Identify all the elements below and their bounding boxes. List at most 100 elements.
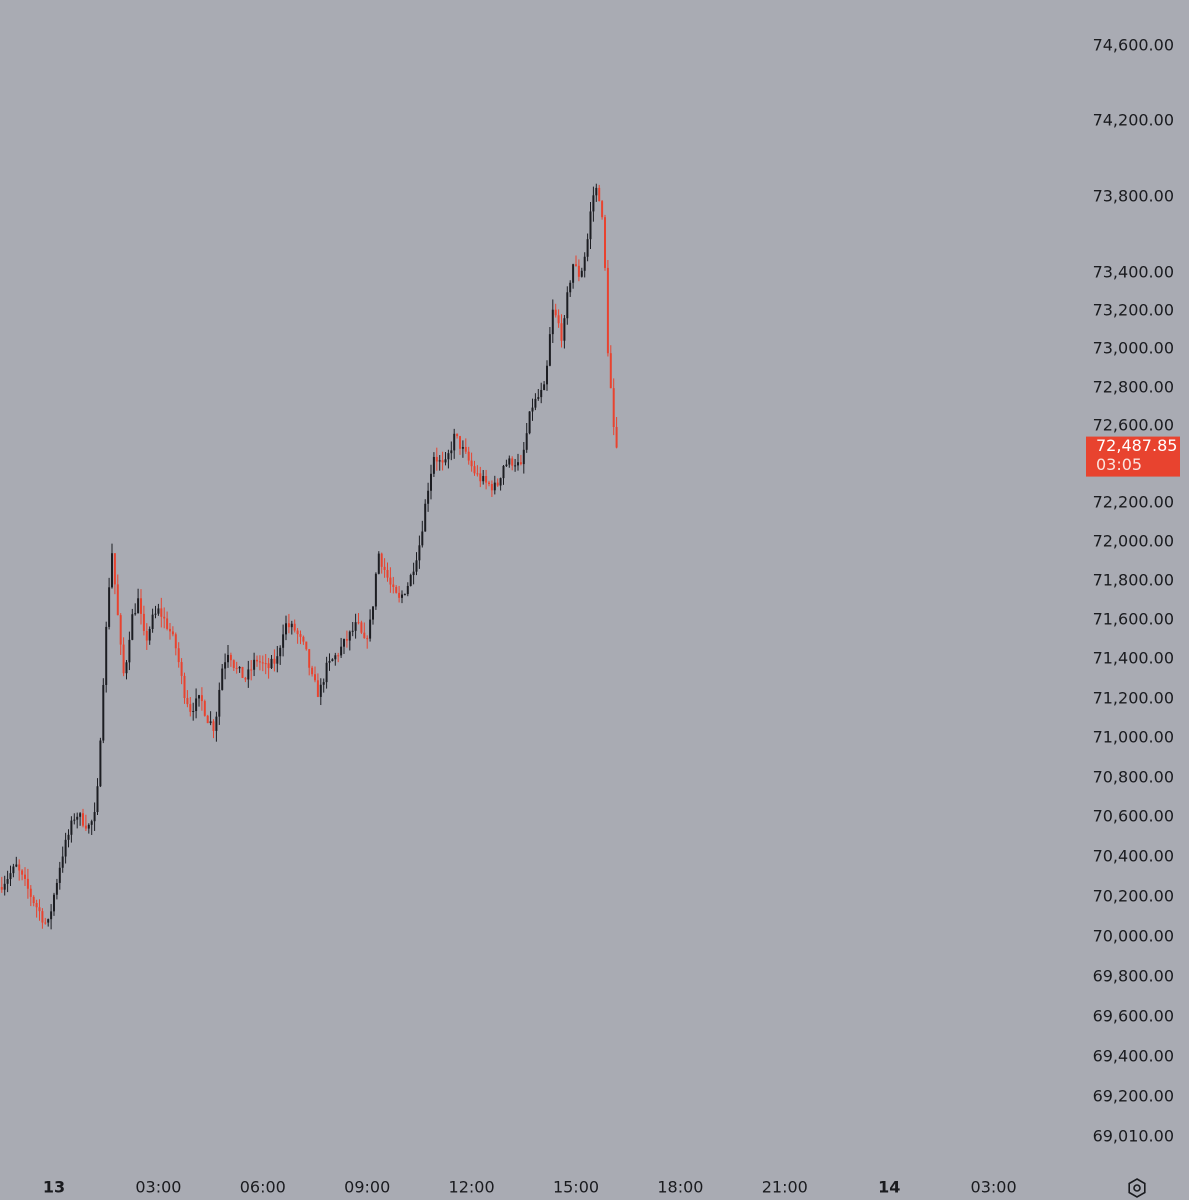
time-tick-label: 15:00	[553, 1178, 599, 1197]
candle-body	[508, 458, 511, 465]
candle-body	[108, 587, 111, 627]
candle-body	[360, 622, 363, 633]
candle-body	[554, 309, 557, 316]
candle-body	[372, 606, 374, 620]
candle-body	[125, 662, 128, 674]
candle-body	[195, 698, 198, 712]
candle-body	[302, 636, 305, 642]
candle-body	[290, 623, 293, 628]
candle-body	[279, 647, 282, 657]
candle-body	[244, 677, 247, 680]
candle-body	[270, 658, 273, 669]
candle-body	[154, 613, 157, 615]
candle-body	[189, 704, 192, 712]
candle-body	[606, 267, 609, 354]
candle-body	[111, 553, 113, 588]
hexagon-settings-icon[interactable]	[1128, 1178, 1146, 1198]
candle-body	[38, 907, 41, 912]
candle-body	[273, 658, 276, 664]
candle-body	[53, 894, 55, 912]
current-price-label: 72,487.85	[1096, 436, 1177, 455]
candle-body	[456, 433, 459, 437]
candle-body	[113, 553, 116, 585]
candle-body	[461, 446, 464, 449]
candle-body	[305, 641, 308, 650]
candle-body	[383, 566, 386, 570]
candle-body	[435, 456, 438, 462]
candle-body	[534, 398, 537, 408]
candle-body	[540, 389, 543, 398]
price-tick-label: 70,400.00	[1093, 847, 1174, 866]
candle-body	[493, 482, 496, 491]
time-axis[interactable]: 13 03:00 06:00 09:00 12:00 15:00 18:00 21:00 14 0…	[43, 1178, 1017, 1197]
candle-body	[64, 839, 67, 857]
candle-body	[340, 646, 343, 656]
candle-body	[546, 365, 548, 385]
time-tick-label: 18:00	[657, 1178, 703, 1197]
candle-body	[122, 644, 125, 674]
price-tick-label: 71,800.00	[1093, 571, 1174, 590]
candle-body	[218, 689, 221, 717]
price-tick-label: 71,200.00	[1093, 689, 1174, 708]
candle-body	[142, 613, 145, 631]
candle-body	[464, 446, 467, 452]
candle-body	[148, 628, 151, 641]
current-price-tag: 72,487.85 03:05	[1086, 436, 1180, 477]
candle-body	[308, 649, 311, 668]
candle-body	[212, 721, 215, 731]
candle-body	[401, 594, 403, 598]
candle-body	[354, 622, 357, 631]
candle-body	[514, 465, 517, 467]
candle-body	[322, 682, 325, 685]
candle-body	[73, 819, 76, 821]
candle-body	[296, 630, 299, 635]
candle-body	[473, 466, 476, 474]
candle-body	[418, 545, 421, 561]
candle-body	[79, 813, 82, 817]
candle-body	[131, 614, 134, 640]
candle-body	[200, 695, 203, 702]
candle-body	[229, 654, 232, 661]
candle-body	[569, 282, 572, 293]
candle-body	[41, 911, 44, 923]
candle-body	[369, 619, 372, 639]
candle-body	[424, 503, 427, 532]
candle-body	[253, 659, 256, 670]
candle-body	[609, 353, 612, 389]
price-tick-label: 73,800.00	[1093, 187, 1174, 206]
candle-body	[406, 585, 409, 595]
candle-body	[151, 614, 154, 629]
candle-body	[61, 856, 64, 868]
candle-body	[26, 878, 29, 889]
candle-body	[232, 660, 235, 668]
candle-body	[93, 812, 96, 822]
price-axis[interactable]: 74,600.00 74,200.00 73,800.00 73,400.00 73,2…	[1093, 36, 1174, 1146]
time-tick-label: 03:00	[971, 1178, 1017, 1197]
candle-body	[427, 490, 430, 504]
candle-body	[386, 570, 389, 578]
candle-body	[604, 217, 606, 268]
candle-body	[444, 459, 447, 463]
candle-body	[557, 315, 560, 324]
candle-body	[505, 464, 508, 466]
candle-body	[105, 626, 108, 685]
candle-body	[235, 667, 238, 669]
candle-body	[522, 449, 525, 465]
price-tick-label: 69,600.00	[1093, 1007, 1174, 1026]
candle-body	[421, 531, 424, 546]
candle-body	[119, 615, 122, 645]
candle-body	[519, 462, 522, 465]
chart-settings-button[interactable]	[1128, 1178, 1146, 1198]
candle-body	[316, 680, 319, 697]
candle-body	[563, 318, 566, 341]
candle-body	[12, 866, 15, 874]
candle-body	[206, 715, 209, 724]
price-tick-label: 71,000.00	[1093, 728, 1174, 747]
candle-body	[102, 684, 105, 741]
candle-body	[453, 433, 456, 451]
candle-body	[238, 666, 241, 669]
price-tick-label: 70,800.00	[1093, 768, 1174, 787]
candle-body	[215, 716, 218, 731]
